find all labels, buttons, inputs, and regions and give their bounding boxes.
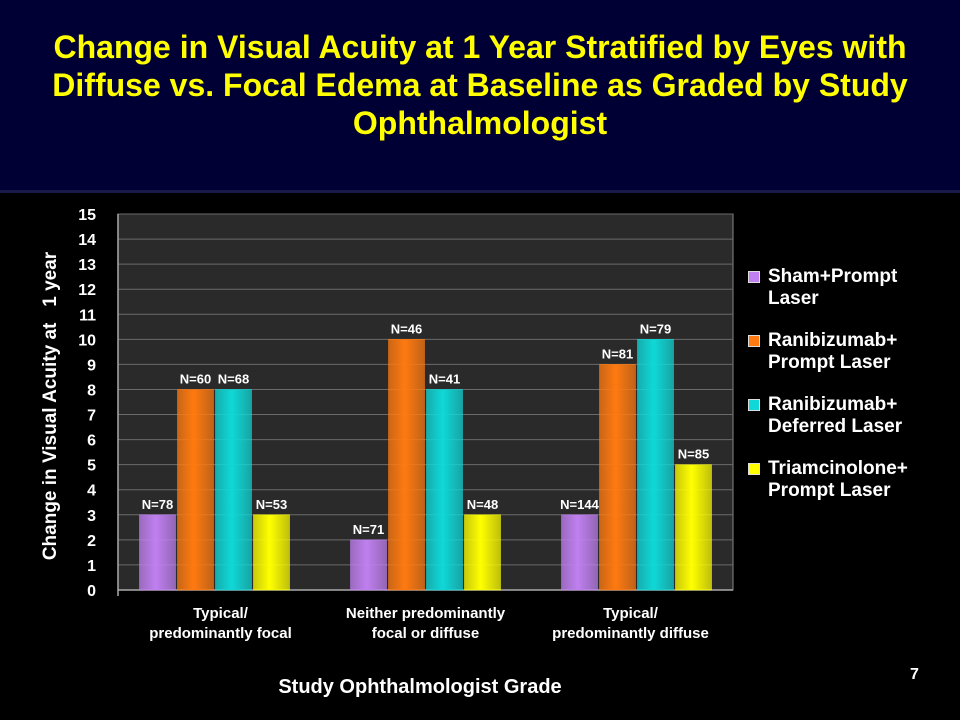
x-category-label: Neither predominantly <box>346 605 506 622</box>
x-category-label: predominantly diffuse <box>552 625 709 642</box>
y-axis-title: Change in Visual Acuity at 1 year <box>40 251 61 560</box>
legend-label: Deferred Laser <box>768 416 903 437</box>
legend-swatch <box>748 463 760 475</box>
bar-data-label: N=81 <box>602 346 633 361</box>
legend-item-4: Triamcinolone+ Prompt Laser <box>748 458 958 502</box>
bar-2-1 <box>177 389 214 591</box>
slide-title: Change in Visual Acuity at 1 Year Strati… <box>52 29 908 141</box>
bar-3-1 <box>215 389 252 591</box>
bar-data-label: N=78 <box>142 497 173 512</box>
y-tick-label: 15 <box>78 207 96 224</box>
y-tick-label: 7 <box>87 408 96 425</box>
legend-swatch <box>748 271 760 283</box>
y-tick-label: 3 <box>87 508 96 525</box>
chart-legend: Sham+Prompt Laser Ranibizumab+ Prompt Laser… <box>748 266 958 522</box>
bar-2-3 <box>599 364 636 591</box>
bar-1-2 <box>350 539 387 591</box>
bar-3-2 <box>426 389 463 591</box>
y-tick-label: 0 <box>87 583 96 600</box>
legend-label: Laser <box>768 288 819 309</box>
legend-swatch <box>748 335 760 347</box>
bar-data-label: N=48 <box>467 497 498 512</box>
legend-swatch <box>748 399 760 411</box>
legend-label: Ranibizumab+ <box>768 330 898 351</box>
legend-label: Ranibizumab+ <box>768 394 898 415</box>
bar-4-1 <box>253 514 290 591</box>
bar-data-label: N=144 <box>560 497 599 512</box>
y-tick-label: 5 <box>87 458 96 475</box>
y-tick-label: 12 <box>78 282 96 299</box>
y-tick-label: 2 <box>87 533 96 550</box>
bar-3-3 <box>637 339 674 591</box>
bar-data-label: N=46 <box>391 321 422 336</box>
legend-label: Sham+Prompt <box>768 266 898 287</box>
bar-data-label: N=68 <box>218 371 249 386</box>
y-tick-label: 4 <box>87 483 96 500</box>
bar-4-2 <box>464 514 501 591</box>
x-category-label: Typical/ <box>193 605 249 622</box>
x-category-label: predominantly focal <box>149 625 292 642</box>
legend-label: Triamcinolone+ <box>768 458 908 479</box>
y-tick-label: 10 <box>78 332 96 349</box>
legend-item-2: Ranibizumab+ Prompt Laser <box>748 330 958 374</box>
x-category-label: Typical/ <box>603 605 659 622</box>
page-number: 7 <box>910 666 919 683</box>
title-band: Change in Visual Acuity at 1 Year Strati… <box>0 0 960 193</box>
y-tick-label: 1 <box>87 558 96 575</box>
bar-data-label: N=71 <box>353 522 384 537</box>
bar-data-label: N=60 <box>180 371 211 386</box>
y-tick-label: 14 <box>78 232 96 249</box>
y-tick-label: 11 <box>79 307 96 324</box>
y-tick-label: 9 <box>87 357 96 374</box>
bar-2-2 <box>388 339 425 591</box>
legend-item-3: Ranibizumab+ Deferred Laser <box>748 394 958 438</box>
bar-1-3 <box>561 514 598 591</box>
legend-label: Prompt Laser <box>768 352 891 373</box>
y-tick-label: 6 <box>87 433 96 450</box>
legend-label: Prompt Laser <box>768 480 891 501</box>
y-tick-label: 13 <box>78 257 96 274</box>
legend-item-1: Sham+Prompt Laser <box>748 266 958 310</box>
bar-data-label: N=79 <box>640 321 671 336</box>
y-tick-label: 8 <box>87 382 96 399</box>
x-axis-title: Study Ophthalmologist Grade <box>278 676 561 698</box>
bar-data-label: N=85 <box>678 447 709 462</box>
bar-1-1 <box>139 514 176 591</box>
bar-data-label: N=53 <box>256 497 287 512</box>
bar-4-3 <box>675 464 712 591</box>
x-category-label: focal or diffuse <box>372 625 480 642</box>
bar-data-label: N=41 <box>429 371 460 386</box>
